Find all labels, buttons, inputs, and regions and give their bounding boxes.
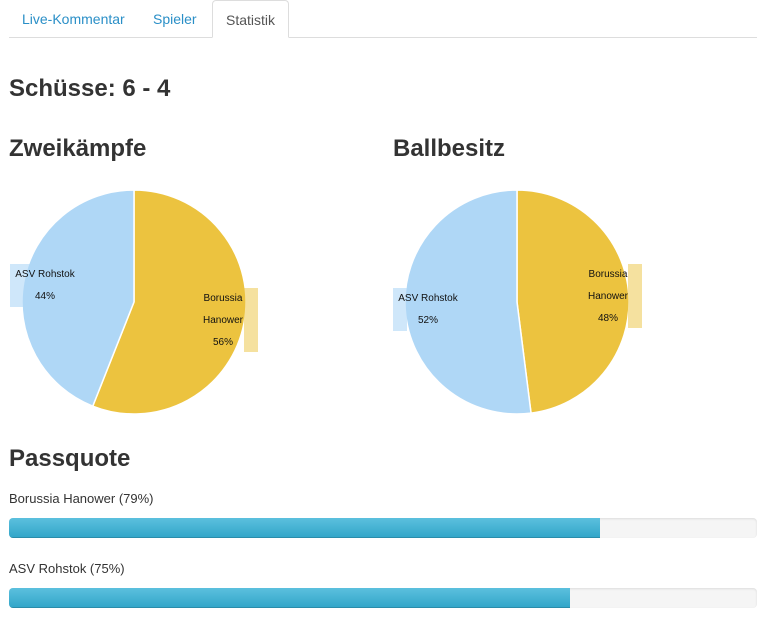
label-team: ASV Rohstok [398, 293, 458, 304]
label-value: 48% [597, 313, 618, 324]
pie-slice-home [91, 189, 247, 415]
label-value: 56% [212, 337, 233, 348]
possession-home-label: Borussia Hanower 48% [578, 264, 638, 330]
pass-rate-away-label: ASV Rohstok (75%) [9, 561, 125, 576]
label-team: ASV Rohstok [15, 269, 75, 280]
duels-home-label: Borussia Hanower 56% [193, 288, 253, 354]
tab-bar: Live-Kommentar Spieler Statistik [9, 0, 757, 38]
shots-heading: Schüsse: 6 - 4 [9, 75, 171, 102]
tab-spieler[interactable]: Spieler [153, 11, 197, 27]
possession-away-label: ASV Rohstok 52% [393, 288, 463, 332]
duels-home-label-bg [244, 288, 258, 352]
label-value: 44% [34, 291, 55, 302]
possession-home-label-bg [628, 264, 642, 328]
progress-fill [9, 518, 600, 538]
label-team: Borussia [588, 269, 628, 280]
pass-rate-home-label: Borussia Hanower (79%) [9, 491, 154, 506]
label-team: Hanower [587, 291, 629, 302]
possession-pie-chart [404, 189, 630, 415]
pass-rate-heading: Passquote [9, 445, 131, 472]
pass-rate-away-bar [9, 588, 757, 608]
tab-live-kommentar[interactable]: Live-Kommentar [22, 11, 125, 27]
tab-statistik[interactable]: Statistik [212, 0, 290, 38]
label-team: Borussia [203, 293, 243, 304]
progress-fill [9, 588, 570, 608]
duels-heading: Zweikämpfe [9, 135, 147, 162]
duels-pie-chart [21, 189, 247, 415]
label-team: Hanower [202, 315, 244, 326]
duels-away-label-bg [10, 264, 40, 307]
possession-away-label-bg [393, 288, 407, 331]
pass-rate-home-bar [9, 518, 757, 538]
label-value: 52% [417, 315, 438, 326]
duels-away-label: ASV Rohstok 44% [10, 264, 80, 308]
possession-heading: Ballbesitz [393, 135, 506, 162]
